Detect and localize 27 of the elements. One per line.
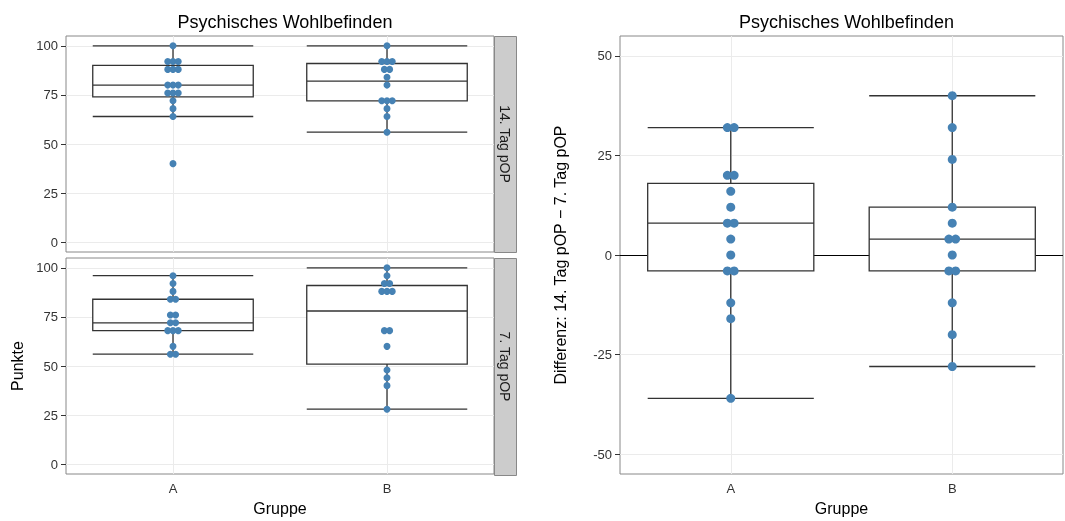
y-tick-label: 25 [597, 147, 612, 163]
y-tick-label: 0 [50, 234, 58, 250]
x-axis-title: Gruppe [814, 499, 869, 517]
x-axis-title: Gruppe [253, 499, 307, 517]
y-tick-label: 100 [36, 38, 58, 54]
x-tick-label: A [726, 481, 736, 496]
y-tick-label: 75 [43, 309, 58, 325]
y-tick-label: 50 [43, 136, 58, 152]
y-tick-label: 25 [43, 407, 58, 423]
y-axis-title: Punkte [8, 340, 26, 391]
y-tick-label: 0 [50, 456, 58, 472]
x-tick-label: A [168, 481, 178, 496]
y-axis-title: Differenz: 14. Tag pOP − 7. Tag pOP [551, 125, 569, 385]
chart-title: Psychisches Wohlbefinden [177, 12, 393, 32]
y-tick-label: 0 [604, 247, 612, 263]
y-tick-label: 25 [43, 185, 58, 201]
y-tick-label: 50 [597, 48, 612, 64]
y-tick-label: 100 [36, 260, 58, 276]
chart-title: Psychisches Wohlbefinden [739, 12, 954, 32]
y-tick-label: -25 [593, 347, 612, 363]
text: 7. Tag pOP [497, 331, 513, 402]
x-tick-label: B [382, 481, 392, 496]
y-tick-label: -50 [593, 446, 612, 462]
text: 14. Tag pOP [497, 105, 513, 183]
y-tick-label: 75 [43, 87, 58, 103]
x-tick-label: B [947, 481, 957, 496]
y-tick-label: 50 [43, 358, 58, 374]
